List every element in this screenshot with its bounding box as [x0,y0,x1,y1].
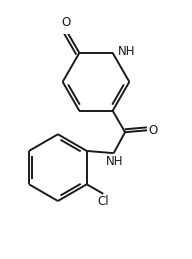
Text: Cl: Cl [98,195,109,208]
Text: NH: NH [118,45,135,58]
Text: O: O [61,16,71,29]
Text: O: O [148,124,157,137]
Text: NH: NH [106,155,123,168]
